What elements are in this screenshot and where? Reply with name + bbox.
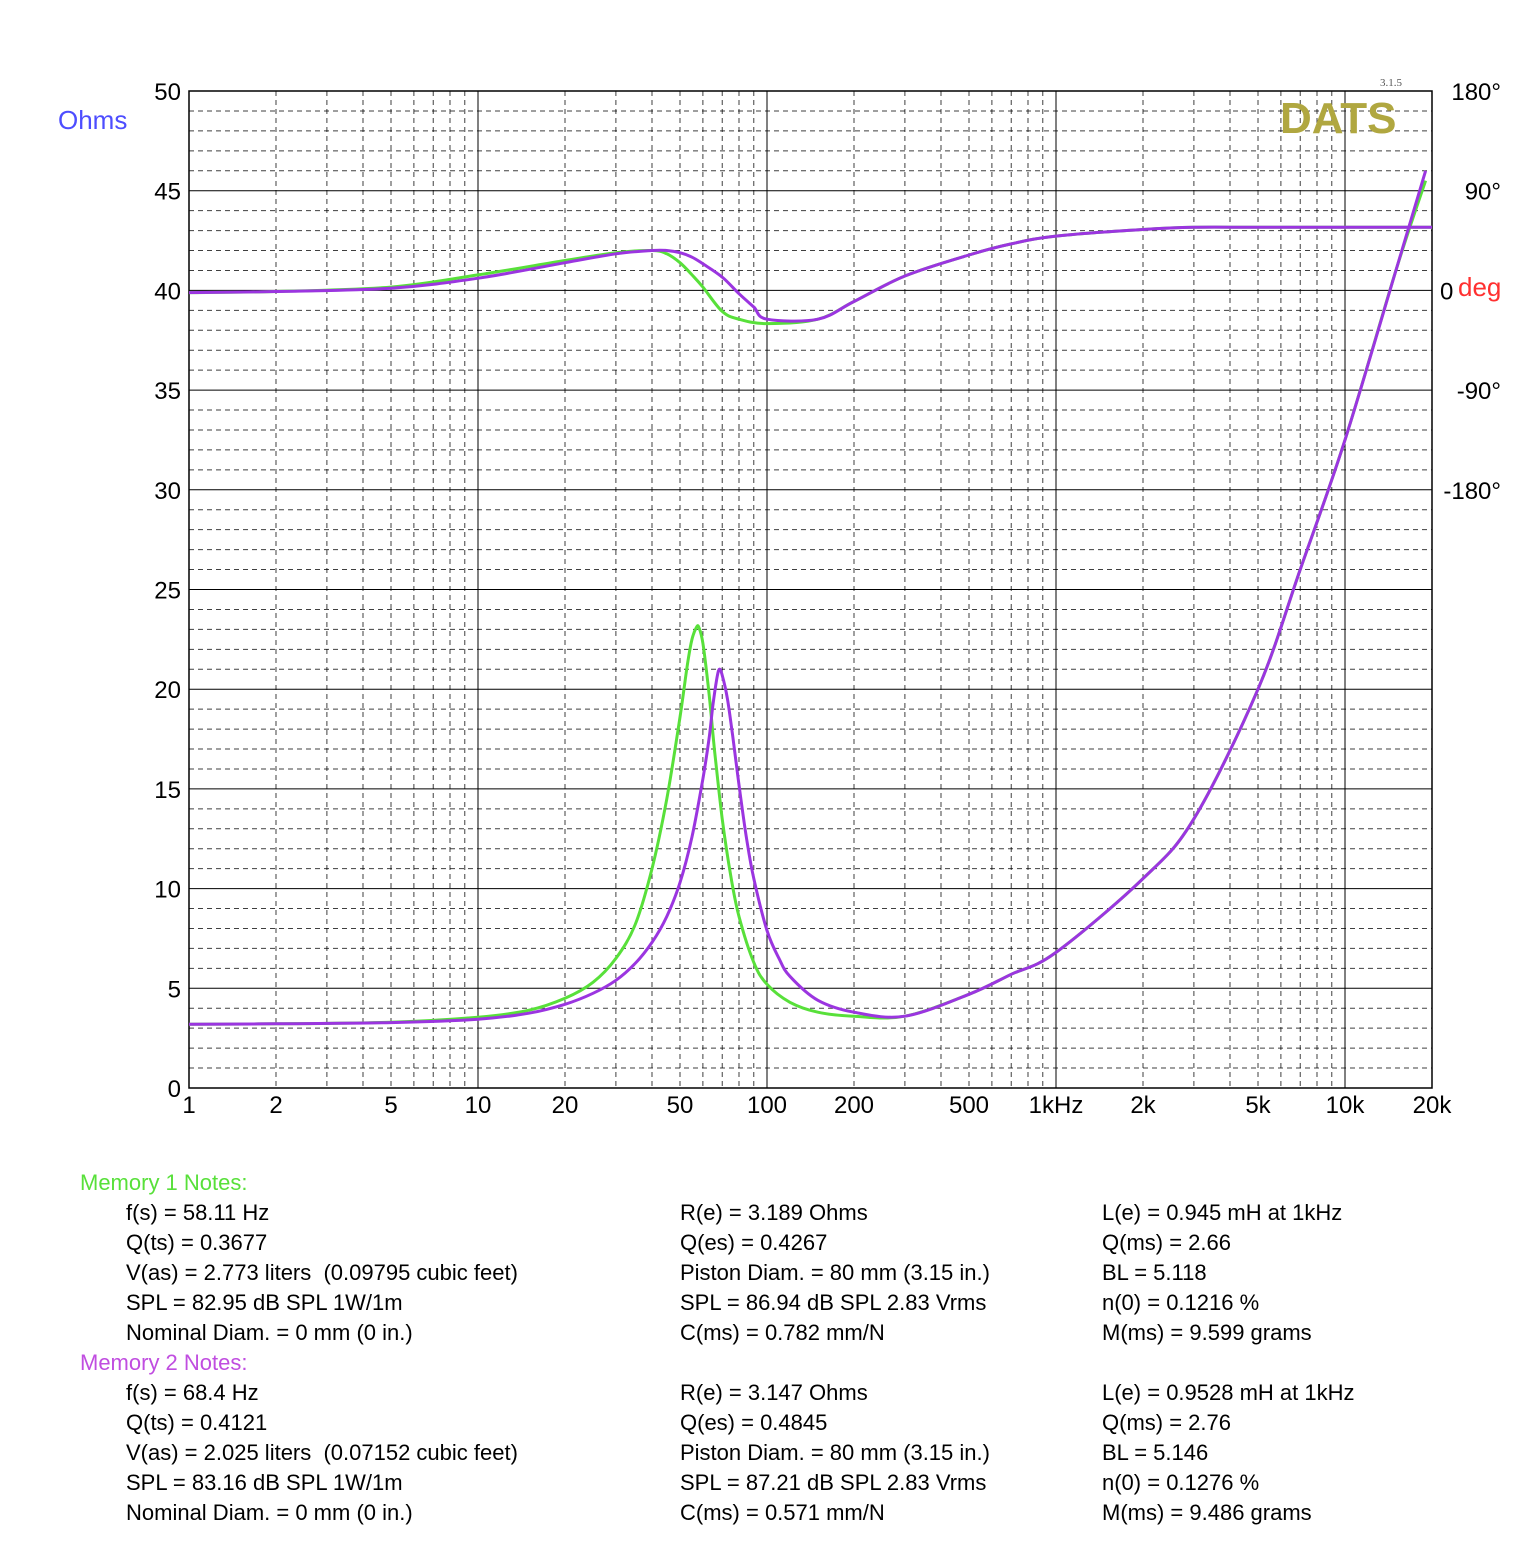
notes.memory2.col3-line: Q(ms) = 2.76 <box>1102 1410 1231 1435</box>
notes.memory1.col2-line: SPL = 86.94 dB SPL 2.83 Vrms <box>680 1290 987 1315</box>
y-tick-label: 20 <box>154 677 181 704</box>
logo-version: 3.1.5 <box>1380 77 1403 89</box>
x-tick-label: 200 <box>834 1092 874 1119</box>
y-tick-label: 30 <box>154 478 181 505</box>
y-tick-label: 25 <box>154 578 181 605</box>
memory2-title: Memory 2 Notes: <box>80 1350 248 1375</box>
y-tick-label: 35 <box>154 378 181 405</box>
notes.memory2.col2-line: SPL = 87.21 dB SPL 2.83 Vrms <box>680 1470 987 1495</box>
x-tick-label: 100 <box>747 1092 787 1119</box>
notes.memory2.col3-line: L(e) = 0.9528 mH at 1kHz <box>1102 1380 1355 1405</box>
x-tick-label: 1kHz <box>1029 1092 1084 1119</box>
y-right-tick-label: 0 <box>1440 278 1453 305</box>
notes.memory2.col2-line: Q(es) = 0.4845 <box>680 1410 828 1435</box>
notes.memory2.col1-line: f(s) = 68.4 Hz <box>126 1380 259 1405</box>
notes.memory1.col1-line: Nominal Diam. = 0 mm (0 in.) <box>126 1320 413 1345</box>
x-tick-label: 2k <box>1130 1092 1156 1119</box>
y-tick-label: 10 <box>154 877 181 904</box>
notes.memory2.col1-line: V(as) = 2.025 liters (0.07152 cubic feet… <box>126 1440 518 1465</box>
notes.memory1.col3-line: Q(ms) = 2.66 <box>1102 1230 1231 1255</box>
x-tick-label: 1 <box>182 1092 195 1119</box>
notes.memory1.col3-line: M(ms) = 9.599 grams <box>1102 1320 1312 1345</box>
notes-panel: Memory 1 Notes: f(s) = 58.11 Hz Q(ts) = 0… <box>0 1170 1540 1540</box>
notes.memory1.col2-line: C(ms) = 0.782 mm/N <box>680 1320 885 1345</box>
y-unit-label: Ohms <box>58 105 127 135</box>
x-tick-label: 5k <box>1245 1092 1271 1119</box>
notes.memory1.col1-line: SPL = 82.95 dB SPL 1W/1m <box>126 1290 403 1315</box>
notes.memory1.col1-line: V(as) = 2.773 liters (0.09795 cubic feet… <box>126 1260 518 1285</box>
notes.memory1.col1-line: f(s) = 58.11 Hz <box>126 1200 270 1225</box>
notes.memory1.col2-line: Q(es) = 0.4267 <box>680 1230 828 1255</box>
notes.memory2.col2-line: C(ms) = 0.571 mm/N <box>680 1500 885 1525</box>
y-right-tick-label: -180° <box>1443 478 1501 505</box>
y-tick-label: 0 <box>168 1076 181 1103</box>
memory2-phase-line <box>188 225 1432 323</box>
y-tick-label: 5 <box>168 976 181 1003</box>
x-tick-label: 20k <box>1413 1092 1453 1119</box>
notes.memory1.col2-line: Piston Diam. = 80 mm (3.15 in.) <box>680 1260 990 1285</box>
notes.memory1.col3-line: BL = 5.118 <box>1102 1260 1207 1285</box>
notes.memory2.col1-line: SPL = 83.16 dB SPL 1W/1m <box>126 1470 403 1495</box>
x-tick-label: 5 <box>384 1092 397 1119</box>
notes.memory2.col3-line: n(0) = 0.1276 % <box>1102 1470 1260 1495</box>
x-tick-label: 2 <box>269 1092 282 1119</box>
notes.memory2.col2-line: R(e) = 3.147 Ohms <box>680 1380 868 1405</box>
dats-logo: DATS <box>1280 94 1397 143</box>
y-tick-label: 15 <box>154 777 181 804</box>
y-right-tick-label: -90° <box>1457 378 1501 405</box>
notes.memory1.col2-line: R(e) = 3.189 Ohms <box>680 1200 868 1225</box>
memory1-phase-line <box>188 225 1432 326</box>
y-tick-label: 45 <box>154 179 181 206</box>
notes.memory1.col3-line: L(e) = 0.945 mH at 1kHz <box>1102 1200 1343 1225</box>
memory2-impedance-line <box>188 170 1428 1026</box>
notes.memory2.col3-line: BL = 5.146 <box>1102 1440 1209 1465</box>
y-tick-label: 50 <box>154 79 181 106</box>
x-tick-label: 20 <box>552 1092 579 1119</box>
y-right-tick-label: 90° <box>1465 179 1501 206</box>
y-tick-label: 40 <box>154 278 181 305</box>
notes.memory2.col1-line: Q(ts) = 0.4121 <box>126 1410 268 1435</box>
memory1-impedance-line <box>188 180 1428 1026</box>
x-tick-label: 10 <box>465 1092 492 1119</box>
plot-frame <box>188 90 1433 1089</box>
notes.memory2.col3-line: M(ms) = 9.486 grams <box>1102 1500 1312 1525</box>
y-right-tick-label: 180° <box>1451 79 1501 106</box>
notes.memory2.col1-line: Nominal Diam. = 0 mm (0 in.) <box>126 1500 413 1525</box>
x-tick-label: 500 <box>949 1092 989 1119</box>
notes.memory2.col2-line: Piston Diam. = 80 mm (3.15 in.) <box>680 1440 990 1465</box>
notes.memory1.col3-line: n(0) = 0.1216 % <box>1102 1290 1260 1315</box>
curves <box>188 170 1432 1026</box>
y-right-unit-label: deg <box>1458 272 1501 302</box>
notes.memory1.col1-line: Q(ts) = 0.3677 <box>126 1230 268 1255</box>
memory1-title: Memory 1 Notes: <box>80 1170 248 1195</box>
x-tick-label: 10k <box>1326 1092 1366 1119</box>
grid <box>189 91 1433 1088</box>
x-tick-label: 50 <box>667 1092 694 1119</box>
